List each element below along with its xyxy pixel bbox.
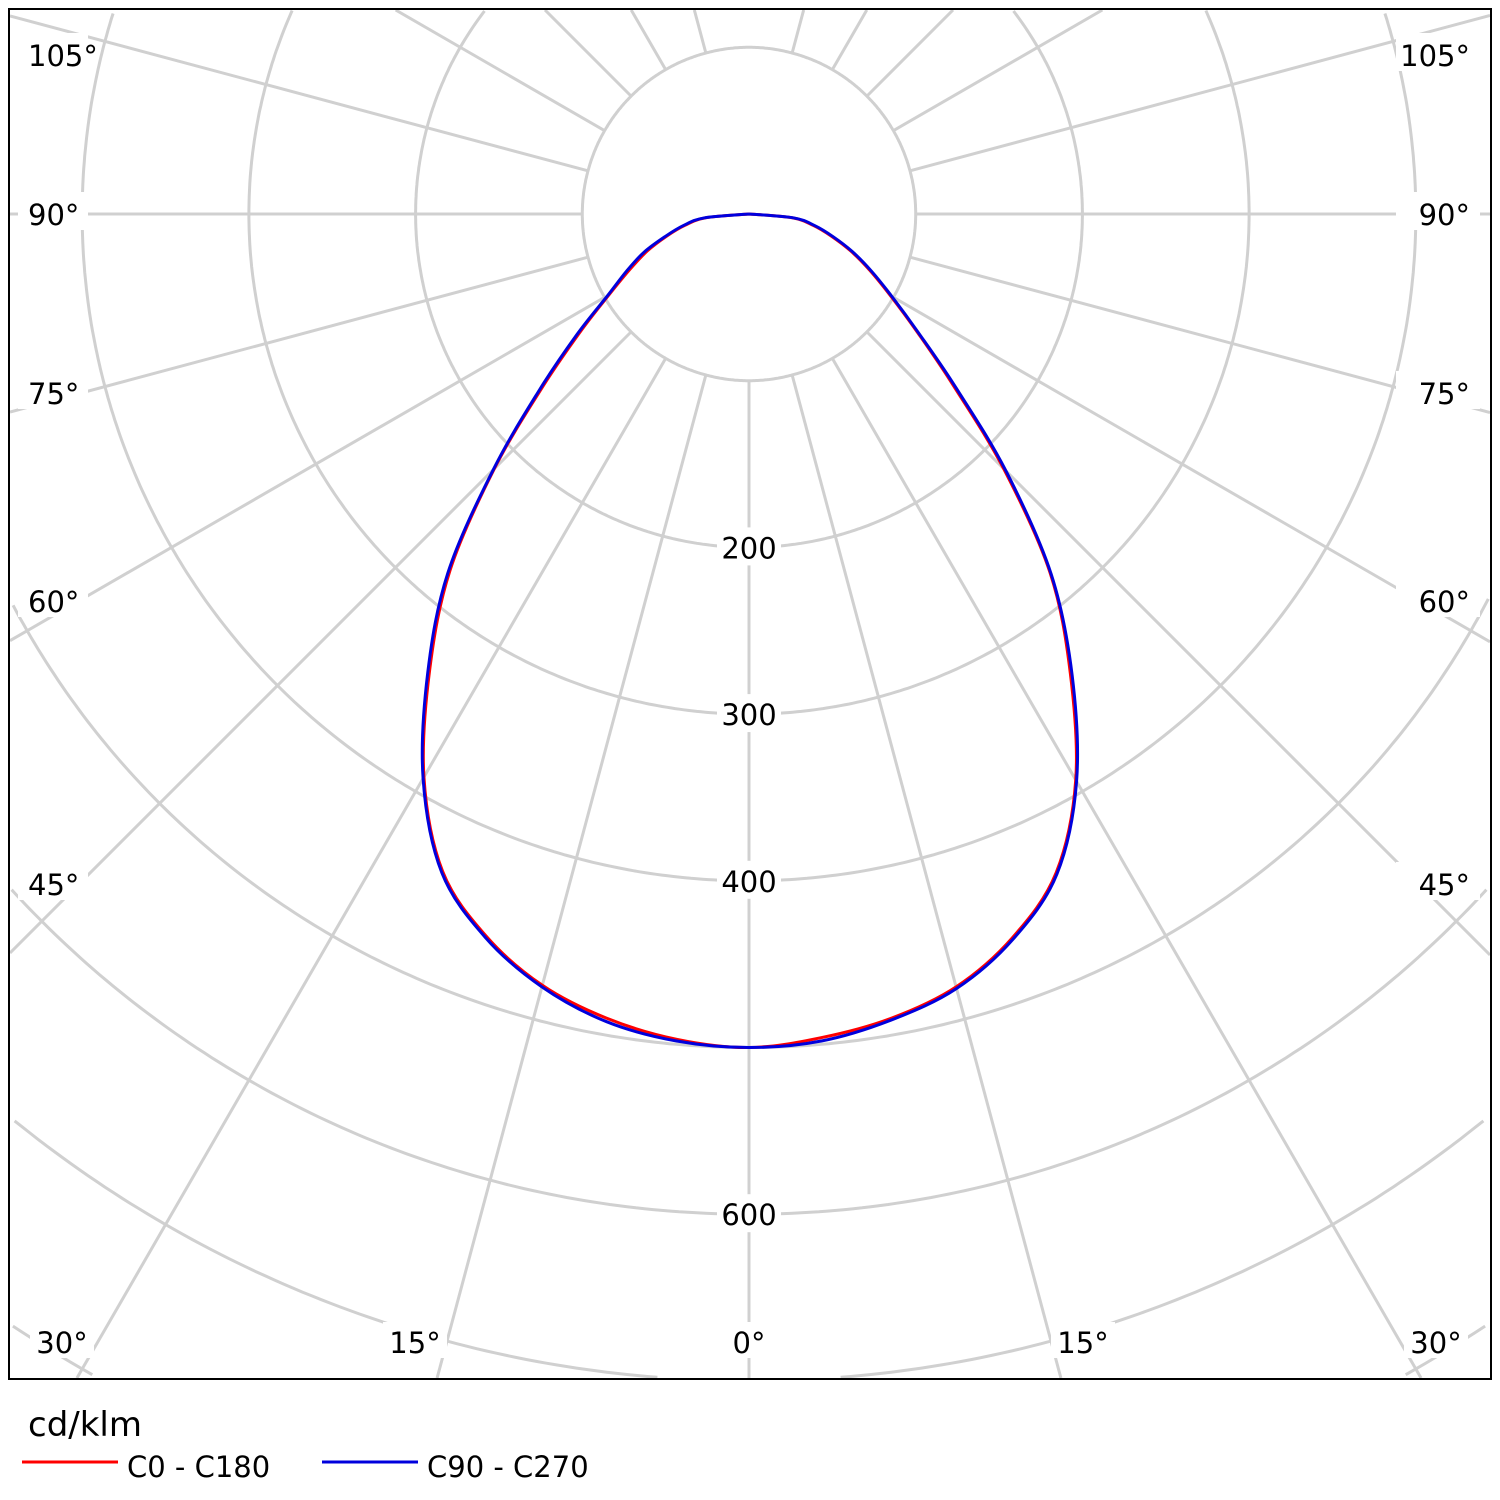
angle-label-left: 75° [28,377,79,411]
grid-radial-105 [909,14,1490,173]
grid-circle-200 [414,10,1084,549]
grid-radial--75 [10,255,589,414]
radial-tick-labels: 200 300 400 600 [717,527,781,1233]
grid-circle-500 [11,598,1490,1049]
angle-label-bottom: 30° [1410,1326,1461,1360]
grid-radial--150 [629,10,667,71]
grid-radial--30 [75,357,667,1378]
angle-label-bottom: 15° [1057,1326,1108,1360]
radial-tick-label: 600 [721,1198,776,1232]
curves [420,212,1080,1050]
grid-radial--135 [543,10,633,98]
grid-radial--15 [435,374,708,1378]
radial-tick-label: 400 [721,865,776,899]
unit-label: cd/klm [28,1405,142,1445]
grid-radial-120 [892,10,1104,132]
angle-label-left: 105° [28,39,98,73]
angle-label-right: 90° [1419,198,1470,232]
grid-circle-300 [247,10,1251,716]
legend-label-c0: C0 - C180 [127,1450,270,1484]
grid-radial--45 [10,330,633,955]
grid-radial-60 [892,296,1490,644]
grid-radial-15 [790,374,1063,1378]
angle-label-right: 75° [1419,377,1470,411]
angle-label-left: 90° [28,198,79,232]
angle-label-zero: 0° [733,1326,766,1360]
grid-radial--60 [10,296,606,642]
angle-label-left: 60° [28,585,79,619]
grid-radial-165 [790,10,806,54]
grid-radial-135 [865,10,955,98]
angle-labels: 105° 105° 90° 90° 75° 75° 60° 60° 45° 45° 30° 15° 15… [18,33,1480,1360]
legend-label-c90: C90 - C270 [427,1450,589,1484]
grid-radial--105 [10,14,589,173]
angle-label-bottom: 15° [389,1326,440,1360]
grid-circle-400 [80,13,1418,883]
angle-label-bottom: 30° [36,1326,87,1360]
grid-radial--165 [692,10,708,54]
angle-label-right: 60° [1419,585,1470,619]
angle-label-right: 45° [1419,868,1470,902]
grid-radial-30 [831,357,1423,1378]
series-curve-1 [420,212,1080,1050]
radial-tick-label: 300 [721,698,776,732]
grid-radial--120 [394,10,606,132]
grid-radial-45 [865,330,1490,957]
grid-radial-75 [909,255,1490,414]
angle-label-right: 105° [1400,39,1470,73]
angle-label-left: 45° [28,868,79,902]
grid-circle-700 [13,1119,1485,1378]
grid-radial-150 [831,10,869,71]
legend: C0 - C180 C90 - C270 [22,1450,589,1484]
radial-tick-label: 200 [721,531,776,565]
plot-frame [8,8,1492,1380]
